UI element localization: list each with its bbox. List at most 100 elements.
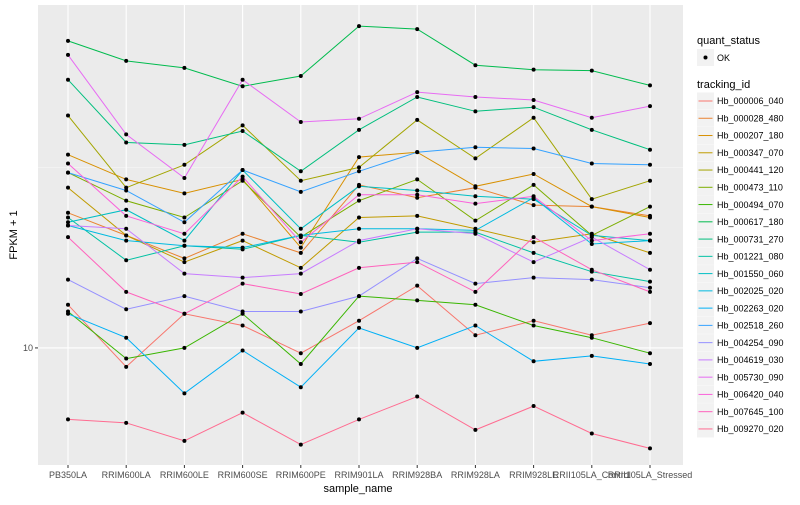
data-point-Hb_002263_020 xyxy=(66,311,70,316)
data-point-Hb_000617_180 xyxy=(415,27,420,32)
data-point-Hb_000617_180 xyxy=(357,24,361,29)
data-point-Hb_000207_180 xyxy=(182,191,187,196)
legend-label: Hb_000617_180 xyxy=(717,217,784,227)
data-point-Hb_000473_110 xyxy=(357,198,361,203)
data-point-Hb_004254_090 xyxy=(240,309,245,314)
data-point-Hb_004619_030 xyxy=(589,235,594,240)
data-point-Hb_002263_020 xyxy=(473,323,478,328)
data-point-Hb_000473_110 xyxy=(240,178,245,183)
data-point-Hb_000731_270 xyxy=(66,77,70,82)
x-tick-label: RRIM600LE xyxy=(160,470,209,480)
data-point-Hb_000617_180 xyxy=(648,83,652,88)
data-point-Hb_000441_120 xyxy=(589,197,594,202)
data-point-Hb_005730_090 xyxy=(415,90,420,95)
data-point-Hb_007645_100 xyxy=(415,260,420,265)
data-point-Hb_000441_120 xyxy=(66,113,70,118)
data-point-Hb_000347_070 xyxy=(298,265,303,270)
data-point-Hb_000441_120 xyxy=(531,115,536,120)
data-point-Hb_000731_270 xyxy=(589,127,594,132)
data-point-Hb_005730_090 xyxy=(124,132,129,137)
data-point-Hb_000006_040 xyxy=(66,302,70,307)
data-point-Hb_007645_100 xyxy=(124,289,129,294)
data-point-Hb_006420_040 xyxy=(124,213,129,218)
data-point-Hb_000441_120 xyxy=(415,117,420,122)
data-point-Hb_002025_020 xyxy=(648,238,652,243)
data-point-Hb_000731_270 xyxy=(473,109,478,114)
data-point-Hb_004254_090 xyxy=(531,275,536,280)
data-point-Hb_006420_040 xyxy=(473,201,478,206)
y-axis: 10 xyxy=(23,343,38,353)
legend-label: Hb_002263_020 xyxy=(717,303,784,313)
data-point-Hb_002518_260 xyxy=(473,145,478,150)
x-tick-label: RRIM600LA xyxy=(102,470,151,480)
data-point-Hb_000028_480 xyxy=(415,195,420,200)
x-tick-label: RRIM928LE xyxy=(509,470,558,480)
data-point-Hb_002263_020 xyxy=(415,345,420,350)
data-point-Hb_002025_020 xyxy=(357,226,361,231)
data-point-Hb_000494_070 xyxy=(648,351,652,356)
data-point-Hb_009270_020 xyxy=(589,431,594,436)
data-point-Hb_004619_030 xyxy=(357,238,361,243)
data-point-Hb_000347_070 xyxy=(66,185,70,190)
data-point-Hb_000617_180 xyxy=(298,74,303,79)
data-point-Hb_000347_070 xyxy=(124,233,129,238)
legend-label: Hb_001550_060 xyxy=(717,269,784,279)
legend-label: Hb_002518_260 xyxy=(717,321,784,331)
data-point-Hb_004619_030 xyxy=(473,231,478,236)
data-point-Hb_004619_030 xyxy=(415,226,420,231)
data-point-Hb_000473_110 xyxy=(531,182,536,187)
data-point-Hb_006420_040 xyxy=(415,192,420,197)
x-tick-label: RRII105LA_Stressed xyxy=(608,470,693,480)
legend-title-quant-status: quant_status xyxy=(697,35,760,47)
data-point-Hb_000617_180 xyxy=(240,84,245,89)
data-point-Hb_005730_090 xyxy=(66,52,70,57)
data-point-Hb_009270_020 xyxy=(357,417,361,422)
data-point-Hb_009270_020 xyxy=(531,404,536,409)
x-axis: PB350LA RRIM600LA RRIM600LE RRIM600SE RRIM60… xyxy=(49,465,692,480)
data-point-Hb_009270_020 xyxy=(182,438,187,443)
data-point-Hb_000494_070 xyxy=(182,345,187,350)
data-point-Hb_001221_080 xyxy=(531,250,536,255)
data-point-Hb_000494_070 xyxy=(298,362,303,367)
data-point-Hb_002025_020 xyxy=(240,245,245,250)
data-point-Hb_000006_040 xyxy=(240,323,245,328)
legend-label: Hb_004619_030 xyxy=(717,355,784,365)
legend-label: Hb_000473_110 xyxy=(717,183,783,193)
legend-label: Hb_000494_070 xyxy=(717,200,784,210)
legend-label: Hb_006420_040 xyxy=(717,390,784,400)
data-point-Hb_000494_070 xyxy=(124,356,129,361)
data-point-Hb_004619_030 xyxy=(66,223,70,228)
data-point-Hb_000028_480 xyxy=(298,250,303,255)
data-point-Hb_004254_090 xyxy=(124,307,129,312)
data-point-Hb_005730_090 xyxy=(473,95,478,100)
data-point-Hb_004254_090 xyxy=(357,294,361,299)
data-point-Hb_000731_270 xyxy=(240,128,245,133)
data-point-Hb_000731_270 xyxy=(648,147,652,152)
data-point-Hb_002518_260 xyxy=(357,169,361,174)
data-point-Hb_004254_090 xyxy=(648,285,652,290)
legend-label: Hb_009270_020 xyxy=(717,424,784,434)
data-point-Hb_000006_040 xyxy=(473,333,478,338)
data-point-Hb_002025_020 xyxy=(298,233,303,238)
data-point-Hb_006420_040 xyxy=(648,231,652,236)
data-point-Hb_004254_090 xyxy=(182,294,187,299)
data-point-Hb_000494_070 xyxy=(415,298,420,303)
x-tick-label: RRII105LA_Control xyxy=(553,470,631,480)
data-point-Hb_005730_090 xyxy=(182,175,187,180)
y-tick-label: 10 xyxy=(23,343,33,353)
data-point-Hb_004619_030 xyxy=(240,275,245,280)
data-point-Hb_004619_030 xyxy=(531,260,536,265)
data-point-Hb_006420_040 xyxy=(357,192,361,197)
data-point-Hb_000006_040 xyxy=(298,351,303,356)
data-point-Hb_001550_060 xyxy=(415,188,420,193)
data-point-Hb_004619_030 xyxy=(124,226,129,231)
data-point-Hb_001550_060 xyxy=(182,238,187,243)
data-point-Hb_007645_100 xyxy=(298,291,303,296)
legend-label: Hb_000006_040 xyxy=(717,96,784,106)
data-point-Hb_000006_040 xyxy=(124,364,129,369)
legend-label: Hb_000441_120 xyxy=(717,165,784,175)
data-point-Hb_000441_120 xyxy=(124,185,129,190)
x-tick-label: RRIM600PE xyxy=(276,470,326,480)
data-point-Hb_002263_020 xyxy=(357,325,361,330)
data-point-Hb_006420_040 xyxy=(298,240,303,245)
